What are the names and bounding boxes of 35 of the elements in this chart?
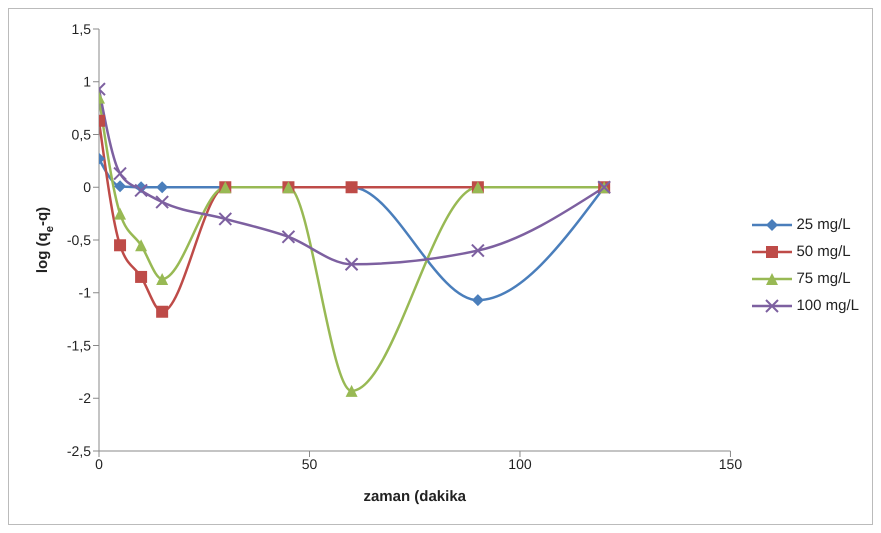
x-tick-label: 150 [718,456,742,472]
point [344,257,359,272]
legend-label: 50 mg/L [796,243,851,260]
legend-label: 25 mg/L [796,216,851,233]
x-axis-title: zaman (dakika [363,488,467,505]
point [156,181,168,194]
y-tick-label: 0 [83,179,92,196]
point [114,208,126,220]
x-tick-label: 50 [302,456,318,472]
point [155,195,170,210]
y-tick-label: 1 [83,74,92,90]
point [218,212,232,226]
point [135,270,148,283]
legend-label: 100 mg/L [796,297,859,314]
point [156,306,168,318]
point [472,294,484,306]
y-tick-label: -2 [78,390,92,406]
point [114,239,126,252]
point [135,239,148,252]
point [346,384,358,397]
y-tick-label: -1,5 [66,337,92,354]
y-tick-label: -2,5 [66,442,92,459]
point [134,183,148,198]
y-tick-label: -1 [78,284,92,301]
y-tick-label: 0,5 [72,126,92,142]
point [470,244,485,258]
point [156,273,168,286]
y-tick-label: -0,5 [66,232,92,248]
y-tick-label: 1,5 [72,20,92,37]
point [281,230,296,244]
x-tick-label: 0 [95,456,104,472]
point [114,180,126,192]
legend-label: 75 mg/L [796,270,851,287]
x-tick-label: 100 [508,456,532,472]
point [113,166,128,181]
